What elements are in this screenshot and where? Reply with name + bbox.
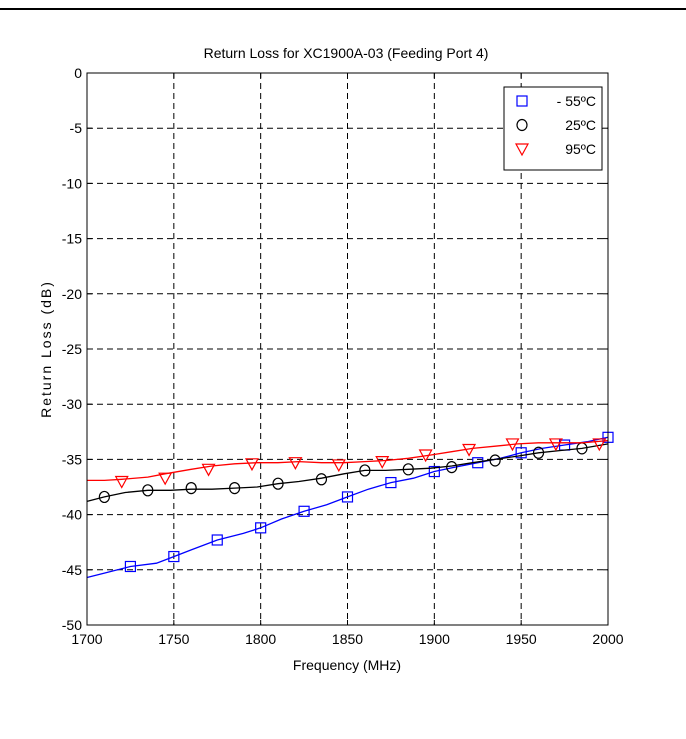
data-point xyxy=(331,459,346,473)
top-rule xyxy=(0,8,686,10)
data-point xyxy=(244,458,259,472)
data-point xyxy=(341,491,354,503)
x-axis-label: Frequency (MHz) xyxy=(293,657,401,673)
data-point xyxy=(375,456,390,469)
x-tick-label: 1700 xyxy=(71,631,102,647)
legend-box xyxy=(503,86,603,171)
y-tick-label: -20 xyxy=(62,286,82,302)
y-tick-label: -25 xyxy=(62,341,82,357)
data-point xyxy=(211,534,223,546)
data-point xyxy=(185,482,197,495)
y-tick-label: -40 xyxy=(62,507,82,523)
data-point xyxy=(298,505,310,517)
chart-title: Return Loss for XC1900A-03 (Feeding Port… xyxy=(204,45,489,61)
data-point xyxy=(272,477,284,490)
x-tick-label: 1800 xyxy=(245,631,276,647)
data-point xyxy=(158,472,173,486)
y-tick-label: -10 xyxy=(62,175,82,191)
data-point xyxy=(255,522,267,534)
data-point xyxy=(98,490,110,504)
series-0 xyxy=(86,431,614,579)
ticks: 1700 1750 1800 1850 1900 1950 2000 0 -5 -10 -15 -20… xyxy=(62,65,624,647)
data-point xyxy=(548,438,563,452)
y-axis-label: Return Loss (dB) xyxy=(38,280,54,418)
data-point xyxy=(402,463,414,476)
data-point xyxy=(315,473,328,486)
x-tick-label: 1950 xyxy=(506,631,537,647)
data-point xyxy=(592,438,607,452)
data-point xyxy=(359,464,371,477)
series-1 xyxy=(86,442,609,504)
y-tick-label: -50 xyxy=(62,617,82,633)
legend-label: 25ºC xyxy=(565,117,596,133)
data-point xyxy=(462,443,477,457)
data-point xyxy=(489,454,501,467)
data-point xyxy=(385,476,397,489)
x-tick-label: 1850 xyxy=(332,631,363,647)
y-tick-label: -30 xyxy=(62,396,82,412)
legend-marker xyxy=(516,118,528,132)
x-tick-label: 2000 xyxy=(592,631,623,647)
legend-marker xyxy=(516,95,528,107)
y-tick-label: -15 xyxy=(62,231,82,247)
y-tick-label: -5 xyxy=(70,120,83,136)
x-tick-label: 1900 xyxy=(419,631,450,647)
series-2 xyxy=(87,438,609,489)
y-tick-label: -35 xyxy=(62,451,82,467)
data-point xyxy=(114,475,129,489)
legend-label: - 55ºC xyxy=(557,93,596,109)
legend-label: 95ºC xyxy=(565,141,596,157)
y-tick-label: -45 xyxy=(62,562,82,578)
x-tick-label: 1750 xyxy=(158,631,189,647)
data-point xyxy=(288,457,303,470)
data-point xyxy=(515,447,527,459)
data-point xyxy=(124,560,137,573)
data-point xyxy=(201,463,216,477)
data-point xyxy=(229,482,241,495)
legend: - 55ºC 25ºC 95ºC xyxy=(503,86,603,171)
data-point xyxy=(418,449,433,463)
data-point xyxy=(142,484,154,497)
data-point xyxy=(428,465,440,478)
legend-marker xyxy=(514,143,530,157)
series-line xyxy=(87,439,609,482)
data-point xyxy=(505,438,520,452)
y-tick-label: 0 xyxy=(74,65,82,81)
data-point xyxy=(532,446,545,459)
series-line xyxy=(86,443,609,503)
data-point xyxy=(168,550,180,563)
data-point xyxy=(446,461,458,474)
series-line xyxy=(86,436,609,579)
series-group xyxy=(86,431,614,579)
